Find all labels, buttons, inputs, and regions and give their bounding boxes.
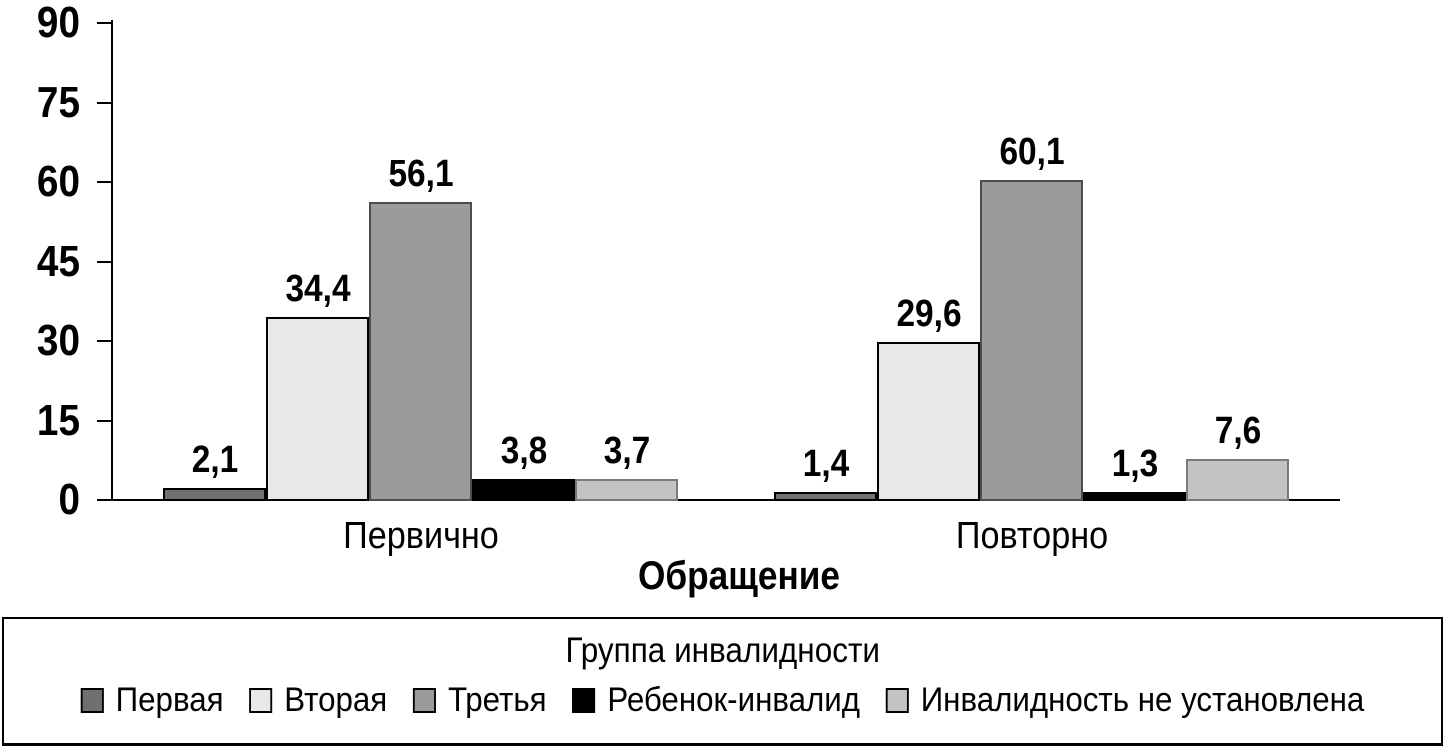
bar-инвалидность-не-установлена [575, 479, 678, 501]
legend-item: Первая [80, 680, 224, 720]
y-axis-tick [97, 420, 111, 422]
x-axis-title: Обращение [638, 554, 840, 598]
bar-ребенок-инвалид [472, 479, 575, 501]
y-axis-tick-label: 90 [36, 0, 80, 47]
legend-item: Третья [412, 680, 547, 720]
y-axis-tick [97, 22, 111, 24]
legend-swatch-icon [249, 687, 273, 713]
bar-value-label: 3,7 [603, 430, 650, 472]
bar-value-label: 34,4 [284, 268, 351, 310]
y-axis-tick-label: 60 [36, 157, 80, 206]
legend-swatch-icon [412, 687, 436, 713]
bar-value-label: 7,6 [1214, 410, 1261, 452]
legend-item-label: Третья [447, 681, 547, 719]
y-axis-line [111, 20, 113, 501]
legend-swatch-icon [885, 687, 909, 713]
legend-item-label: Инвалидность не установлена [920, 681, 1365, 719]
y-axis-tick-label: 0 [58, 475, 80, 524]
legend-item-label: Ребенок-инвалид [607, 681, 860, 719]
bar-value-label: 60,1 [998, 131, 1065, 173]
bar-value-label: 29,6 [895, 293, 962, 335]
category-label-2: Повторно [955, 515, 1108, 557]
bar-value-label: 3,8 [500, 430, 547, 472]
y-axis-tick-label: 45 [36, 237, 80, 286]
legend-swatch-icon [572, 687, 596, 713]
bar-третья [369, 202, 472, 501]
bar-value-label: 2,1 [191, 439, 238, 481]
bar-value-label: 1,3 [1111, 443, 1158, 485]
y-axis-tick [97, 499, 111, 501]
y-axis-tick [97, 102, 111, 104]
bar-value-label: 1,4 [802, 443, 849, 485]
bar-первая [774, 492, 877, 501]
y-axis-tick [97, 181, 111, 183]
bar-инвалидность-не-установлена [1186, 459, 1289, 501]
y-axis-tick [97, 340, 111, 342]
bar-вторая [877, 342, 980, 501]
legend-items-row: Первая Вторая Третья Ребенок-инвалид Инвалид… [61, 680, 1383, 720]
bar-третья [980, 180, 1083, 501]
y-axis-tick [97, 261, 111, 263]
legend-item-label: Вторая [284, 681, 388, 719]
legend-item-label: Первая [115, 681, 224, 719]
legend-box: Группа инвалидности Первая Вторая Третья Ре… [2, 617, 1443, 746]
bar-первая [163, 488, 266, 501]
bar-chart-plot-area: Обращение 0 15 30 45 60 75 90 2,1 1,4 34,4 29,6 56,… [36, 0, 1340, 598]
legend-title: Группа инвалидности [565, 631, 880, 670]
bar-value-label: 56,1 [387, 153, 454, 195]
bar-ребенок-инвалид [1083, 492, 1186, 501]
legend-item: Инвалидность не установлена [885, 680, 1365, 720]
y-axis-tick-label: 75 [36, 78, 80, 127]
bar-вторая [266, 317, 369, 501]
category-label-1: Первично [342, 515, 499, 557]
legend-swatch-icon [80, 687, 104, 713]
y-axis-tick-label: 30 [36, 316, 80, 365]
legend-item: Вторая [249, 680, 387, 720]
x-axis-line [97, 499, 1340, 501]
y-axis-tick-label: 15 [36, 396, 80, 445]
legend-item: Ребенок-инвалид [572, 680, 860, 720]
